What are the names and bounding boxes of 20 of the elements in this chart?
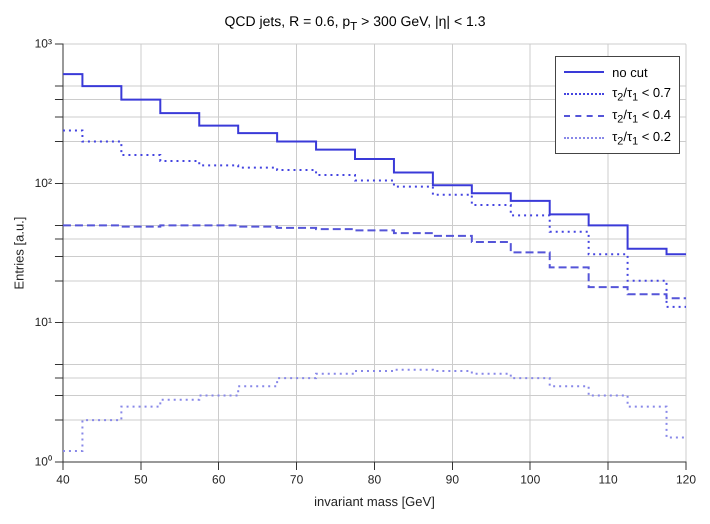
y-tick-label: 10³ [34,36,52,51]
x-tick-label: 90 [446,472,460,487]
chart-title: QCD jets, R = 0.6, p$_{T}$ > 300 GeV, |η| < 1.3 [224,12,486,34]
legend-label: τ$_{2}$/τ$_{1}$ < 0.4 [612,106,671,126]
legend-label: τ$_{2}$/τ$_{1}$ < 0.7 [612,84,671,104]
y-tick-label: 10² [34,176,52,190]
x-tick-label: 40 [56,472,70,487]
y-tick-label: 10¹ [34,315,52,330]
x-tick-label: 60 [212,472,226,487]
x-tick-label: 50 [134,472,148,487]
y-axis-title: Entries [a.u.] [11,216,26,290]
x-tick-label: 110 [598,472,618,487]
x-tick-label: 80 [368,472,382,487]
y-tick-label: 10⁰ [34,454,52,468]
legend-label: no cut [612,64,648,80]
legend-label: τ$_{2}$/τ$_{1}$ < 0.2 [612,128,671,148]
x-axis-title: invariant mass [GeV] [314,494,435,509]
x-tick-label: 70 [290,472,304,487]
x-tick-label: 100 [520,472,541,487]
x-tick-label: 120 [676,472,696,487]
